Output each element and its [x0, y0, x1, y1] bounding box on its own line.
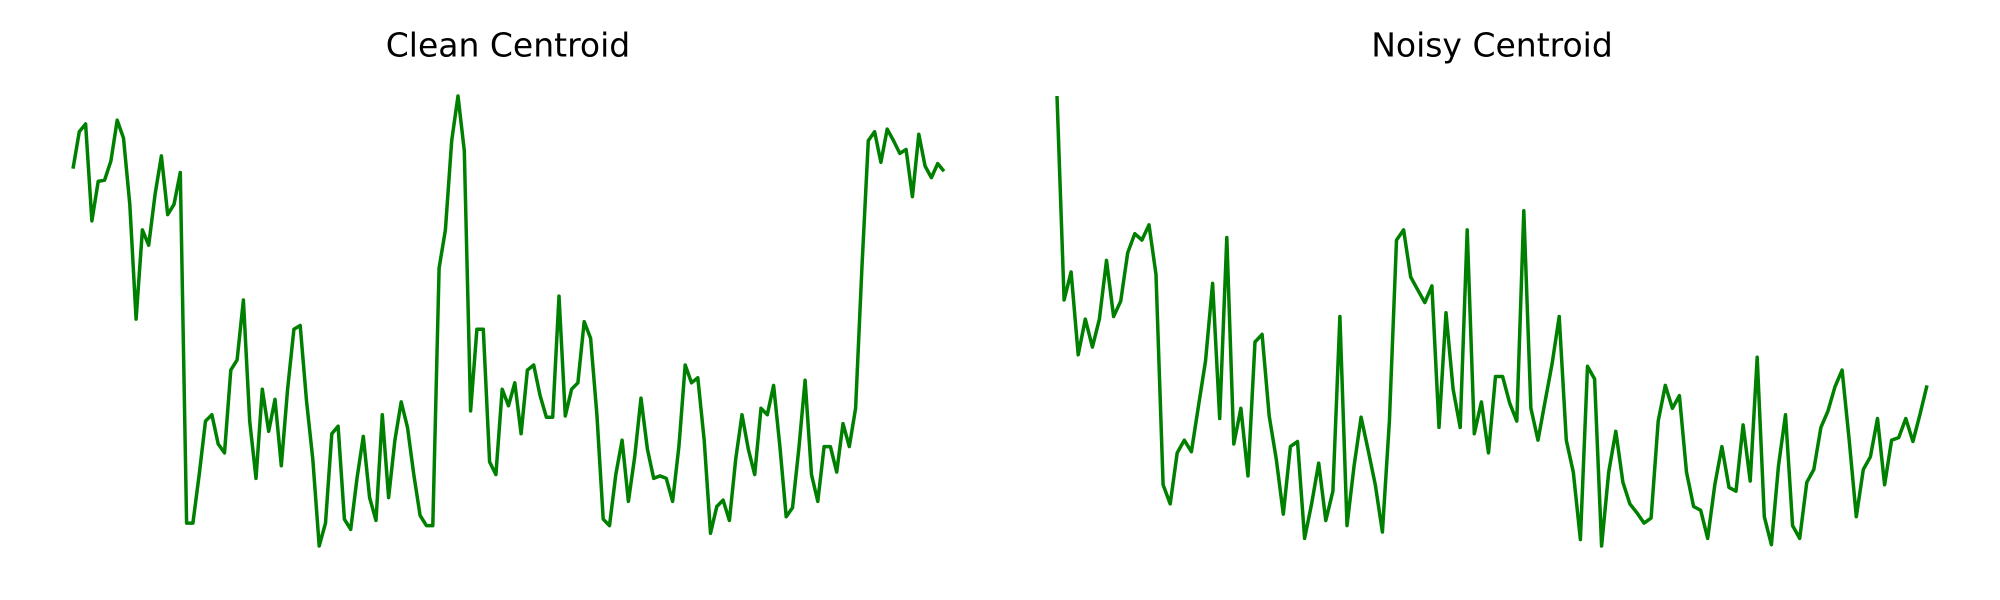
chart-title: Clean Centroid [386, 26, 631, 65]
data-line [1055, 95, 1929, 548]
chart-title: Noisy Centroid [1371, 26, 1613, 65]
data-line [71, 94, 946, 548]
